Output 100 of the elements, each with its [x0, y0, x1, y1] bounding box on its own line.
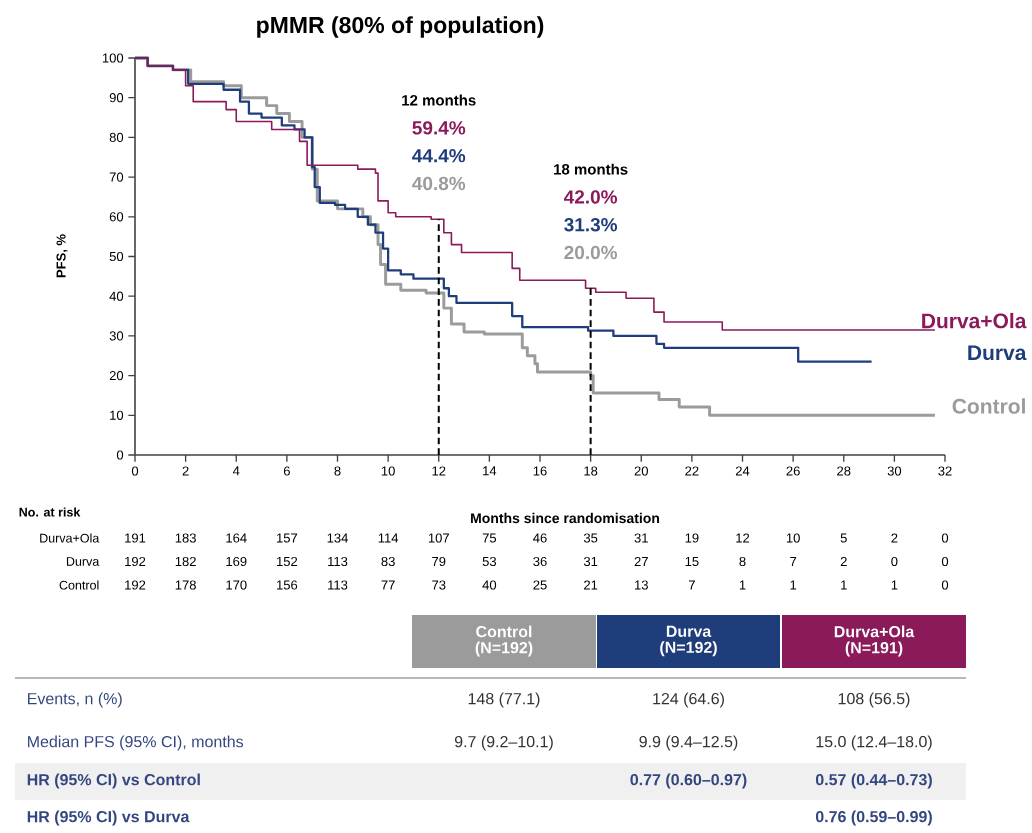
text: 75 [482, 533, 497, 543]
y-tick-label: 0 [116, 450, 124, 460]
text: 113 [328, 556, 348, 567]
text: Events, n (%) [28, 692, 122, 708]
chart-title: pMMR (80% of population) [257, 16, 544, 38]
annotation: 18 months [554, 163, 628, 175]
text: 21 [584, 580, 598, 590]
x-tick-label: 24 [735, 466, 750, 476]
x-axis-title: Months since randomisation [471, 512, 660, 524]
annotation: 31.3% [564, 217, 618, 232]
annotation: 42.0% [563, 190, 618, 204]
text: 0 [941, 580, 949, 590]
text: 5 [840, 533, 847, 543]
text: 79 [432, 556, 446, 567]
y-tick-label: 90 [109, 93, 124, 103]
text: 1 [891, 580, 898, 590]
text: (N=191) [845, 641, 903, 657]
x-tick-label: 28 [837, 466, 851, 476]
text: 0.77 (0.60–0.97) [630, 773, 747, 789]
text: 31 [583, 556, 598, 567]
y-tick-label: 10 [110, 410, 124, 420]
text: 1 [739, 580, 746, 590]
annotation: 20.0% [564, 245, 618, 260]
text: 169 [226, 556, 247, 567]
text: 12 [736, 533, 750, 543]
text: 35 [583, 533, 598, 543]
y-axis-title: PFS, % [56, 234, 68, 278]
text: Control [59, 580, 99, 590]
text: 107 [428, 533, 449, 543]
annotation: 40.8% [412, 176, 466, 191]
x-tick-label: 8 [334, 466, 341, 476]
x-tick-label: 6 [283, 466, 290, 476]
text: 13 [635, 580, 648, 590]
text: 1 [841, 580, 847, 590]
text: 9.7 (9.2–10.1) [454, 735, 553, 751]
text: 113 [328, 580, 348, 590]
text: 1 [790, 580, 797, 590]
text: 191 [125, 533, 146, 543]
text: (N=192) [660, 641, 717, 657]
text: Durva [66, 557, 100, 566]
y-tick-label: 100 [102, 53, 124, 63]
text: 7 [688, 580, 695, 590]
text: 36 [533, 556, 547, 567]
text: 15 [685, 556, 699, 567]
series-label: Durva+Ola [922, 312, 1027, 329]
x-tick-label: 22 [685, 466, 699, 476]
text: No. at risk [19, 507, 81, 517]
text: 46 [533, 533, 547, 543]
text: 19 [685, 533, 699, 543]
text: 124 (64.6) [653, 692, 724, 708]
y-tick-label: 30 [109, 331, 124, 341]
text: 10 [786, 533, 800, 543]
y-tick-label: 20 [109, 371, 124, 381]
x-tick-label: 20 [634, 466, 648, 476]
x-tick-label: 2 [182, 466, 189, 476]
text: 27 [634, 556, 648, 567]
x-tick-label: 12 [432, 466, 446, 476]
text: 170 [226, 580, 247, 590]
text: 114 [378, 533, 399, 543]
text: 0.57 (0.44–0.73) [815, 773, 932, 789]
text: 77 [381, 580, 395, 590]
annotation: 12 months [402, 94, 476, 106]
y-tick-label: 60 [109, 212, 124, 222]
x-tick-label: 30 [887, 466, 902, 476]
text: 192 [125, 556, 146, 567]
text: 40 [482, 580, 497, 590]
y-tick-label: 70 [109, 172, 124, 182]
text: 108 (56.5) [838, 692, 910, 708]
x-tick-label: 14 [483, 466, 497, 476]
text: 73 [432, 580, 446, 590]
y-tick-label: 40 [109, 291, 124, 301]
x-tick-label: 26 [786, 466, 800, 476]
text: Durva+Ola [834, 625, 915, 638]
text: 9.9 (9.4–12.5) [639, 735, 738, 751]
text: Durva [968, 345, 1027, 361]
text: 15.0 (12.4–18.0) [816, 735, 932, 751]
x-tick-label: 32 [938, 466, 952, 476]
text: Control [476, 625, 532, 638]
text: 0 [891, 556, 898, 567]
text: 157 [277, 533, 298, 543]
text: 182 [175, 556, 196, 567]
text: (N=192) [475, 641, 533, 657]
text: 7 [790, 557, 797, 566]
text: HR (95% CI) vs Control [27, 773, 200, 789]
x-tick-label: 4 [232, 466, 240, 476]
text: 178 [175, 580, 196, 590]
text: Durva [666, 625, 712, 637]
text: 148 (77.1) [468, 692, 540, 708]
text: 83 [381, 556, 395, 567]
text: 31 [634, 533, 648, 543]
x-tick-label: 10 [381, 466, 395, 476]
text: 2 [840, 556, 847, 567]
text: 0 [941, 533, 949, 543]
text: 2 [891, 533, 898, 543]
text: 164 [226, 533, 247, 543]
text: 25 [533, 580, 547, 590]
x-tick-label: 18 [584, 466, 598, 476]
text: 8 [739, 556, 746, 567]
y-tick-label: 50 [109, 251, 124, 262]
series-label: Control [952, 398, 1025, 414]
